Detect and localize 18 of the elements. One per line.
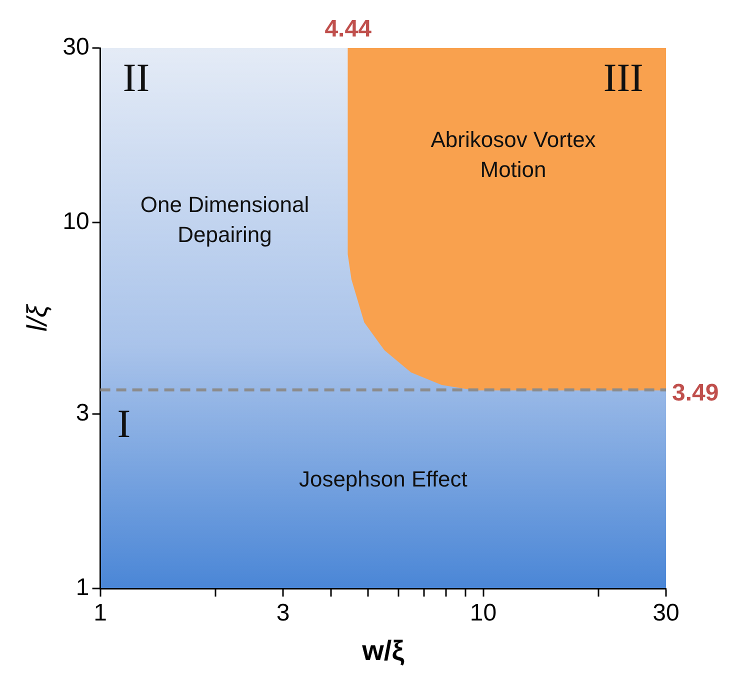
y-tick-label: 10 (62, 208, 90, 236)
annotation: II (122, 54, 150, 100)
y-tick-label: 30 (62, 34, 90, 61)
annotation: Abrikosov Vortex Motion (430, 127, 596, 182)
x-tick-label: 1 (94, 600, 107, 627)
y-axis-title: l/ξ (22, 304, 53, 332)
annotation: One Dimensional Depairing (140, 192, 310, 248)
annotation: Josephson Effect (298, 466, 468, 492)
annotation: I (117, 400, 131, 446)
ref-line-label: 3.49 (672, 380, 719, 407)
text: 4.44 (324, 16, 372, 43)
annotation: III (603, 54, 644, 100)
x-tick-label: 3 (276, 600, 290, 627)
y-tick-label: 3 (76, 400, 90, 427)
x-axis-title: w/ξ (361, 634, 405, 666)
x-tick-label: 10 (470, 600, 497, 627)
x-tick-label: 30 (652, 600, 680, 627)
y-tick-label: 1 (76, 574, 90, 602)
